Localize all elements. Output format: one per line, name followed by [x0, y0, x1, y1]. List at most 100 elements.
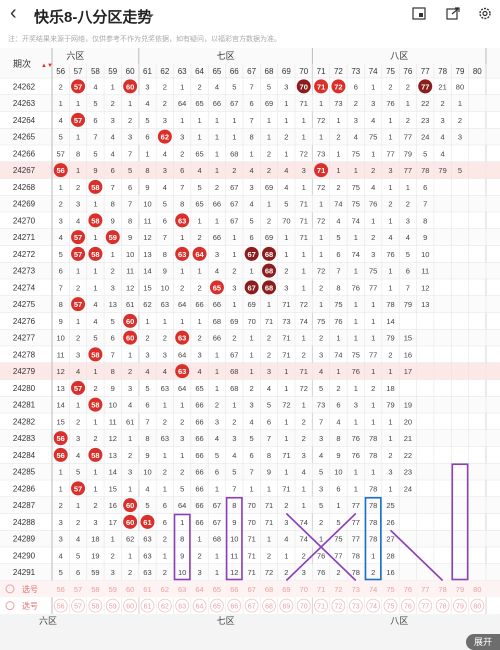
miss-count: 7	[180, 183, 184, 192]
miss-count: 1	[267, 116, 271, 125]
issue-number: 24271	[13, 233, 36, 242]
sort-icon[interactable]: ▲▼	[41, 63, 53, 69]
hit-ball	[175, 213, 190, 228]
pick-ball-outline[interactable]	[88, 598, 103, 613]
pick-ball-outline[interactable]	[140, 598, 155, 613]
miss-count: 6	[336, 401, 340, 410]
miss-count: 76	[386, 250, 394, 259]
row-stripe	[0, 94, 500, 112]
pick-ball-outline[interactable]	[418, 598, 433, 613]
miss-count: 5	[128, 166, 132, 175]
hit-ball	[71, 79, 86, 94]
pick-number: 56	[57, 585, 65, 594]
miss-count: 1	[180, 518, 184, 527]
miss-count: 4	[163, 183, 167, 192]
miss-count: 1	[93, 200, 97, 209]
miss-count: 1	[284, 250, 288, 259]
hit-number: 58	[91, 401, 99, 410]
pick-ball-outline[interactable]	[470, 598, 485, 613]
pick-number: 76	[404, 585, 412, 594]
pick-ball-outline[interactable]	[435, 598, 450, 613]
pick-ball-outline[interactable]	[227, 598, 242, 613]
miss-count: 20	[404, 417, 412, 426]
pick-ball-outline[interactable]	[453, 598, 467, 613]
pick-radio-icon[interactable]	[5, 584, 15, 594]
miss-count: 71	[282, 451, 290, 460]
miss-count: 1	[232, 250, 236, 259]
miss-count: 1	[284, 417, 288, 426]
pick-ball-outline[interactable]	[105, 598, 120, 613]
miss-count: 1	[371, 551, 375, 560]
miss-count: 2	[371, 166, 375, 175]
miss-count: 1	[197, 116, 201, 125]
miss-count: 1	[267, 300, 271, 309]
pick-radio-icon[interactable]	[5, 601, 15, 611]
miss-count: 5	[423, 149, 427, 158]
hit-ball	[175, 330, 190, 345]
miss-count: 4	[250, 200, 254, 209]
miss-count: 4	[250, 166, 254, 175]
pick-ball-outline[interactable]	[348, 598, 363, 613]
miss-count: 11	[109, 417, 117, 426]
miss-count: 66	[195, 501, 203, 510]
hit-ball	[71, 481, 86, 496]
pick-ball-outline[interactable]	[175, 598, 190, 613]
pick-ball-outline[interactable]	[314, 598, 328, 613]
settings-panel-icon[interactable]	[412, 7, 426, 20]
pick-ball-outline[interactable]	[383, 598, 398, 613]
pick-ball-outline[interactable]	[123, 598, 138, 613]
pick-ball-outline[interactable]	[53, 598, 68, 613]
miss-count: 1	[180, 116, 184, 125]
pick-ball-outline[interactable]	[279, 598, 294, 613]
hit-number: 57	[74, 82, 82, 91]
row-stripe	[0, 429, 500, 447]
pick-ball-outline[interactable]	[210, 598, 224, 613]
miss-count: 2	[197, 283, 201, 292]
miss-count: 2	[267, 216, 271, 225]
miss-count: 1	[284, 233, 288, 242]
pick-number: 62	[161, 604, 169, 611]
miss-count: 27	[386, 535, 394, 544]
number-column-header: 58	[91, 67, 100, 76]
pick-ball-outline[interactable]	[71, 598, 85, 613]
miss-count: 63	[143, 535, 151, 544]
miss-count: 9	[180, 551, 184, 560]
miss-count: 4	[388, 233, 392, 242]
pick-ball-outline[interactable]	[262, 598, 276, 613]
miss-count: 66	[195, 484, 203, 493]
miss-count: 2	[197, 334, 201, 343]
pick-ball-outline[interactable]	[296, 598, 311, 613]
pick-ball-outline[interactable]	[244, 598, 259, 613]
pick-ball-outline[interactable]	[157, 598, 172, 613]
miss-count: 15	[57, 417, 65, 426]
pick-number: 80	[473, 585, 481, 594]
miss-count: 1	[93, 468, 97, 477]
pick-ball-outline[interactable]	[331, 598, 346, 613]
share-icon[interactable]	[446, 7, 460, 20]
miss-count: 71	[300, 216, 308, 225]
chevron-left-icon[interactable]: ‹	[10, 2, 17, 24]
miss-count: 4	[232, 451, 236, 460]
miss-count: 12	[230, 568, 238, 577]
gear-icon[interactable]	[478, 7, 492, 20]
miss-count: 6	[180, 166, 184, 175]
chevron-down-icon[interactable]: ⌄	[146, 6, 157, 20]
miss-count: 78	[352, 551, 360, 560]
number-column-header: 62	[160, 67, 169, 76]
issue-number: 24262	[13, 82, 36, 91]
miss-count: 8	[145, 166, 149, 175]
expand-button[interactable]: 展开	[466, 634, 500, 650]
pick-ball-outline[interactable]	[366, 598, 381, 613]
hit-number: 60	[126, 334, 134, 343]
pick-ball-outline[interactable]	[192, 598, 207, 613]
pick-ball-outline[interactable]	[400, 598, 415, 613]
miss-count: 10	[334, 468, 342, 477]
miss-count: 3	[93, 518, 97, 527]
miss-count: 3	[145, 82, 149, 91]
miss-count: 1	[250, 484, 254, 493]
miss-count: 1	[302, 250, 306, 259]
miss-count: 5	[93, 334, 97, 343]
miss-count: 7	[232, 484, 236, 493]
miss-count: 1	[371, 82, 375, 91]
